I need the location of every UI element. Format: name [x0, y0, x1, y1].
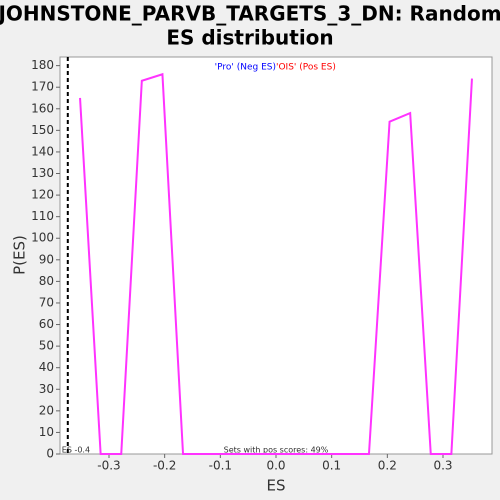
- chart-title: JOHNSTONE_PARVB_TARGETS_3_DN: Random: [0, 2, 500, 26]
- annotation: Sets with pos scores: 49%: [224, 446, 329, 455]
- y-tick-label: 60: [39, 317, 54, 331]
- y-tick-label: 150: [31, 123, 54, 137]
- y-tick-label: 120: [31, 188, 54, 202]
- x-tick-label: -0.2: [153, 459, 176, 473]
- x-tick-label: 0.1: [322, 459, 341, 473]
- y-tick-label: 140: [31, 144, 54, 158]
- chart-title: ES distribution: [166, 26, 333, 50]
- y-tick-label: 90: [39, 252, 54, 266]
- legend-entry: 'Pro' (Neg ES): [215, 63, 276, 73]
- y-tick-label: 30: [39, 382, 54, 396]
- legend-entry: 'OIS' (Pos ES): [276, 63, 336, 73]
- y-tick-label: 180: [31, 58, 54, 72]
- y-tick-label: 20: [39, 403, 54, 417]
- x-tick-label: 0.3: [433, 459, 452, 473]
- x-tick-label: -0.3: [97, 459, 120, 473]
- y-tick-label: 50: [39, 339, 54, 353]
- y-tick-label: 0: [46, 447, 54, 461]
- x-tick-label: -0.1: [209, 459, 232, 473]
- x-axis-label: ES: [267, 477, 286, 495]
- y-tick-label: 110: [31, 209, 54, 223]
- x-tick-label: 0.0: [266, 459, 285, 473]
- y-tick-label: 80: [39, 274, 54, 288]
- y-tick-label: 10: [39, 425, 54, 439]
- y-tick-label: 40: [39, 360, 54, 374]
- y-tick-label: 70: [39, 295, 54, 309]
- es-marker-label: ES -0.4: [62, 446, 90, 455]
- y-tick-label: 160: [31, 101, 54, 115]
- y-tick-label: 100: [31, 231, 54, 245]
- es-line: [79, 72, 473, 455]
- y-axis-label: P(ES): [11, 235, 29, 275]
- y-tick-label: 130: [31, 166, 54, 180]
- y-tick-label: 170: [31, 80, 54, 94]
- x-tick-label: 0.2: [378, 459, 397, 473]
